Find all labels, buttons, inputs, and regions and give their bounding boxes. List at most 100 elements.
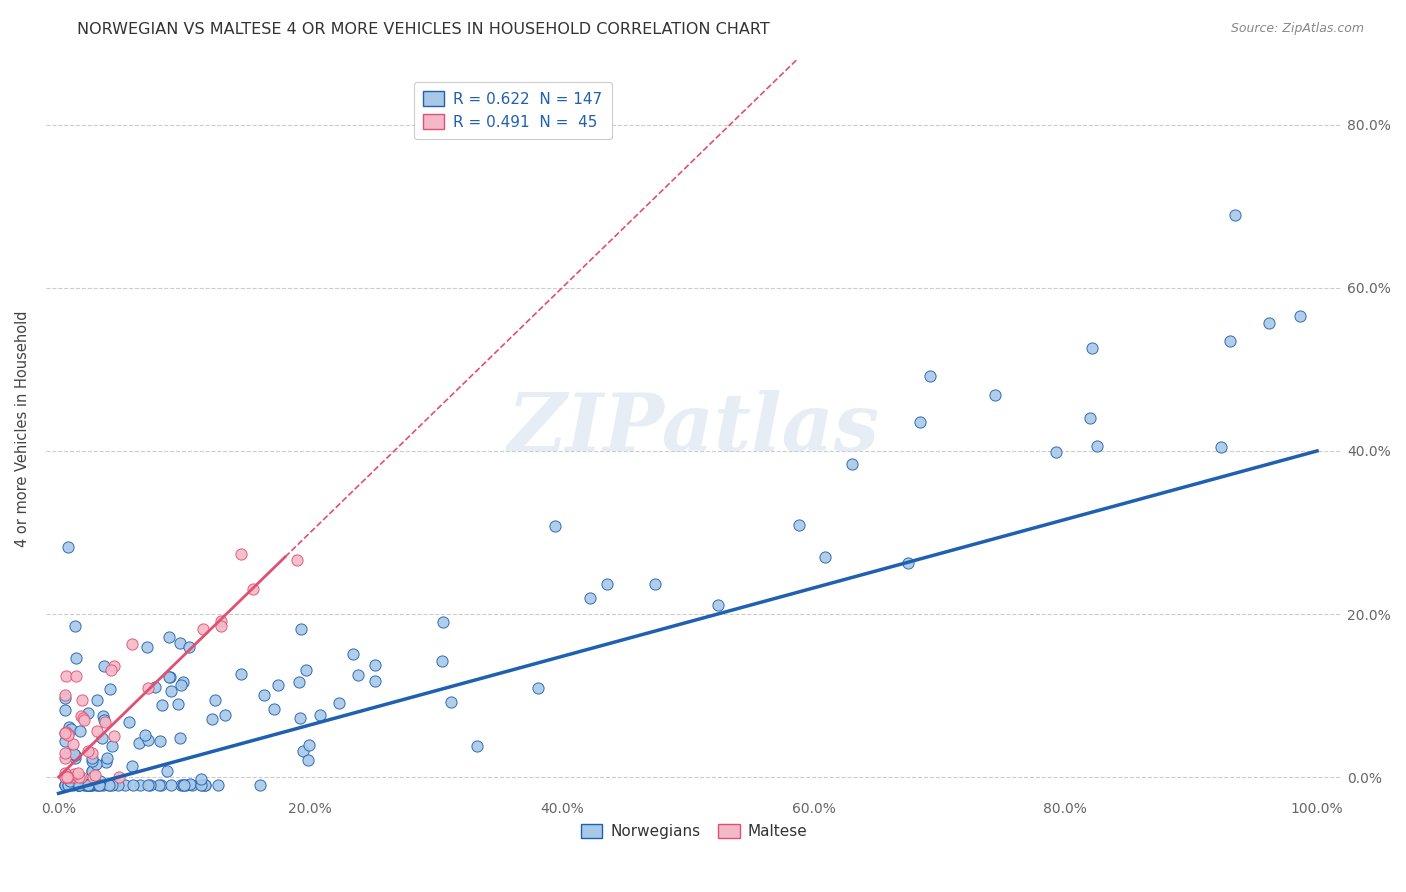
Point xyxy=(194,778,217,792)
Point xyxy=(308,708,330,723)
Point xyxy=(53,703,76,717)
Point xyxy=(53,746,76,760)
Point xyxy=(76,778,98,792)
Point xyxy=(98,778,121,792)
Point xyxy=(287,553,309,567)
Point xyxy=(787,518,810,533)
Point xyxy=(1219,334,1241,348)
Point xyxy=(897,556,920,570)
Point xyxy=(291,744,314,758)
Point xyxy=(66,778,89,792)
Point xyxy=(55,778,77,792)
Point xyxy=(814,550,837,565)
Point xyxy=(76,778,98,792)
Point xyxy=(53,690,76,705)
Point xyxy=(114,778,136,792)
Point xyxy=(229,547,252,561)
Point xyxy=(209,619,232,633)
Point xyxy=(139,778,162,792)
Point xyxy=(58,778,80,792)
Point xyxy=(55,768,77,782)
Point xyxy=(87,778,110,792)
Point xyxy=(170,678,193,692)
Legend: Norwegians, Maltese: Norwegians, Maltese xyxy=(575,817,813,845)
Point xyxy=(69,723,91,738)
Point xyxy=(79,778,101,792)
Point xyxy=(73,778,96,792)
Point xyxy=(169,731,191,745)
Point xyxy=(72,711,94,725)
Text: ZIPatlas: ZIPatlas xyxy=(508,390,880,467)
Point xyxy=(77,744,100,758)
Point xyxy=(596,576,619,591)
Point xyxy=(53,765,76,780)
Point xyxy=(1258,316,1281,330)
Point xyxy=(298,739,321,753)
Point xyxy=(70,770,93,784)
Point xyxy=(63,770,86,784)
Text: NORWEGIAN VS MALTESE 4 OR MORE VEHICLES IN HOUSEHOLD CORRELATION CHART: NORWEGIAN VS MALTESE 4 OR MORE VEHICLES … xyxy=(77,22,770,37)
Point xyxy=(177,640,200,654)
Point xyxy=(181,778,204,792)
Point xyxy=(76,706,98,721)
Point xyxy=(86,693,108,707)
Point xyxy=(97,778,120,792)
Point xyxy=(432,615,454,629)
Point xyxy=(364,674,387,689)
Point xyxy=(82,770,104,784)
Point xyxy=(65,619,87,633)
Point xyxy=(209,615,232,629)
Point xyxy=(55,669,77,683)
Point xyxy=(128,736,150,750)
Point xyxy=(173,778,195,792)
Point xyxy=(53,725,76,739)
Point xyxy=(53,778,76,792)
Point xyxy=(288,675,311,690)
Point xyxy=(80,778,103,792)
Point xyxy=(190,778,212,792)
Point xyxy=(53,770,76,784)
Point xyxy=(75,778,97,792)
Point xyxy=(56,541,79,555)
Point xyxy=(65,669,87,683)
Point xyxy=(157,670,180,684)
Point xyxy=(118,715,141,730)
Point xyxy=(60,723,83,737)
Point xyxy=(89,774,111,789)
Point xyxy=(103,729,125,743)
Point xyxy=(94,715,117,730)
Point xyxy=(80,764,103,779)
Point xyxy=(67,778,90,792)
Point xyxy=(1211,440,1233,454)
Point xyxy=(83,767,105,781)
Point xyxy=(644,577,666,591)
Point xyxy=(579,591,602,605)
Point xyxy=(136,732,159,747)
Point xyxy=(70,693,93,707)
Point xyxy=(190,772,212,787)
Point xyxy=(440,695,463,709)
Point xyxy=(122,778,145,792)
Point xyxy=(98,681,121,696)
Point xyxy=(56,727,79,741)
Point xyxy=(193,622,215,636)
Point xyxy=(253,688,276,702)
Point xyxy=(295,663,318,677)
Point xyxy=(1085,439,1108,453)
Point xyxy=(107,770,129,784)
Point xyxy=(80,778,103,792)
Point xyxy=(150,778,173,792)
Point xyxy=(93,659,115,673)
Point xyxy=(121,637,143,651)
Point xyxy=(63,748,86,763)
Point xyxy=(201,712,224,726)
Point xyxy=(67,778,90,792)
Point xyxy=(174,778,197,792)
Point xyxy=(67,765,90,780)
Point xyxy=(167,697,190,711)
Point xyxy=(80,750,103,764)
Y-axis label: 4 or more Vehicles in Household: 4 or more Vehicles in Household xyxy=(15,310,30,547)
Point xyxy=(67,778,90,792)
Point xyxy=(172,778,194,792)
Point xyxy=(364,657,387,672)
